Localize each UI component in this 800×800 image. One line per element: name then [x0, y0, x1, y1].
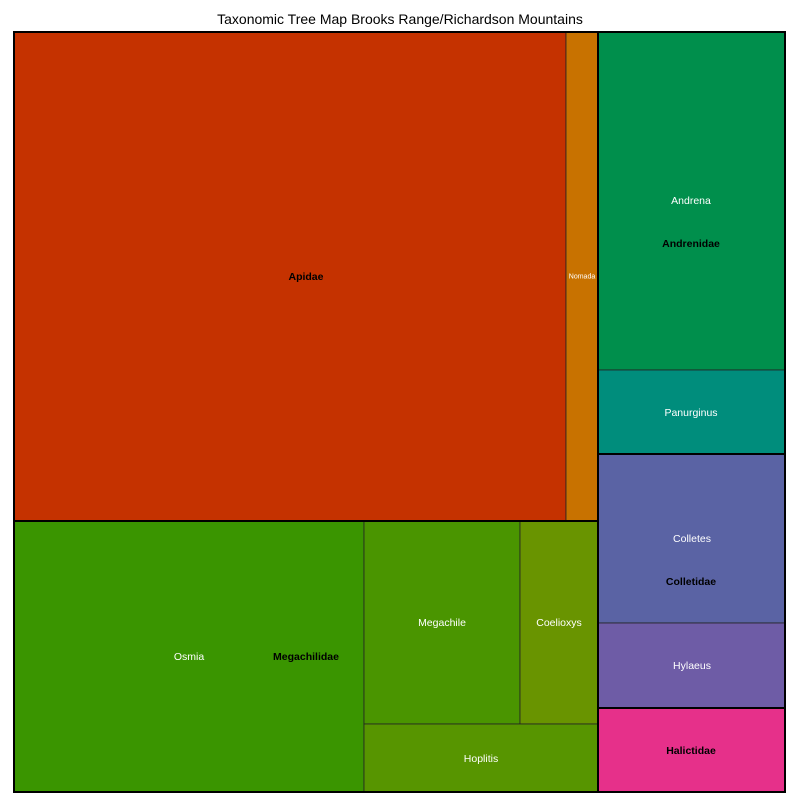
- genus-rect-colletes: [597, 453, 786, 624]
- genus-label-colletes: Colletes: [673, 533, 711, 545]
- genus-label-nomada: Nomada: [569, 274, 596, 281]
- genus-label-panurginus: Panurginus: [664, 407, 717, 419]
- genus-rect-megachile: [363, 520, 521, 725]
- family-label-halictidae: Halictidae: [666, 745, 716, 757]
- genus-label-osmia: Osmia: [174, 651, 204, 663]
- genus-label-coelioxys: Coelioxys: [536, 617, 582, 629]
- family-label-megachilidae-bg: [272, 651, 340, 663]
- family-label-andrenidae: Andrenidae: [662, 238, 720, 250]
- genus-label-hylaeus: Hylaeus: [673, 660, 711, 672]
- family-label-halictidae-bg: [665, 745, 717, 757]
- family-label-apidae-bg: [287, 271, 325, 283]
- genus-label-hoplitis: Hoplitis: [464, 753, 498, 765]
- family-label-andrenidae-bg: [661, 238, 721, 250]
- genus-label-megachile: Megachile: [418, 617, 466, 629]
- genus-label-andrena: Andrena: [671, 195, 711, 207]
- genus-rect-panurginus: [597, 369, 786, 455]
- label-layer: Nomada Apidae Osmia Megachile Coelioxys Hopli…: [174, 195, 721, 765]
- family-label-apidae: Apidae: [288, 271, 323, 283]
- family-label-colletidae-bg: [664, 576, 718, 588]
- chart-title: Taxonomic Tree Map Brooks Range/Richards…: [217, 11, 583, 27]
- genus-rect-andrena: [597, 31, 786, 371]
- family-label-megachilidae: Megachilidae: [273, 651, 339, 663]
- genus-rect-hoplitis: [363, 723, 599, 793]
- family-label-colletidae: Colletidae: [666, 576, 716, 588]
